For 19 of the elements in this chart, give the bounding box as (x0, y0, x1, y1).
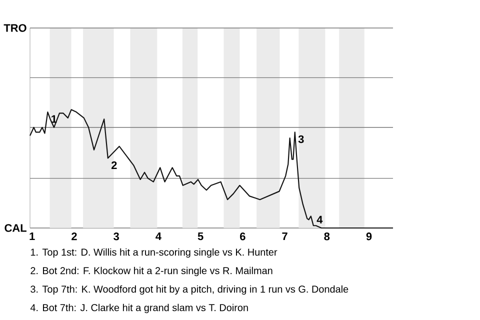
annotation: 1 (52, 115, 57, 123)
x-tick-label: 5 (198, 232, 204, 240)
text: TRO (4, 24, 26, 32)
x-tick-label: 2 (72, 232, 77, 240)
annotation: 3 (298, 135, 304, 144)
annotation: 2 (111, 161, 117, 170)
x-tick-label: 1 (30, 232, 35, 240)
text: CAL (4, 224, 26, 232)
x-tick-label: 4 (156, 232, 162, 240)
x-tick-label: 8 (324, 232, 330, 240)
text: 4. Bot 7th: J. Clarke hit a grand slam vs T. Doiron (30, 304, 248, 314)
x-tick-label: 6 (240, 232, 246, 240)
x-tick-label: 7 (282, 232, 288, 240)
x-tick-label: 9 (366, 232, 372, 240)
text: 1. Top 1st: D. Willis hit a run-scoring single vs K. Hunter (30, 248, 278, 258)
x-tick-label: 3 (114, 232, 119, 240)
text: 2. Bot 2nd: F. Klockow hit a 2-run single vs R. Mailman (30, 266, 272, 276)
text: 3. Top 7th: K. Woodford got hit by a pitch, driving in 1 run vs G. Dondale (30, 285, 348, 295)
annotation: 4 (316, 216, 323, 224)
